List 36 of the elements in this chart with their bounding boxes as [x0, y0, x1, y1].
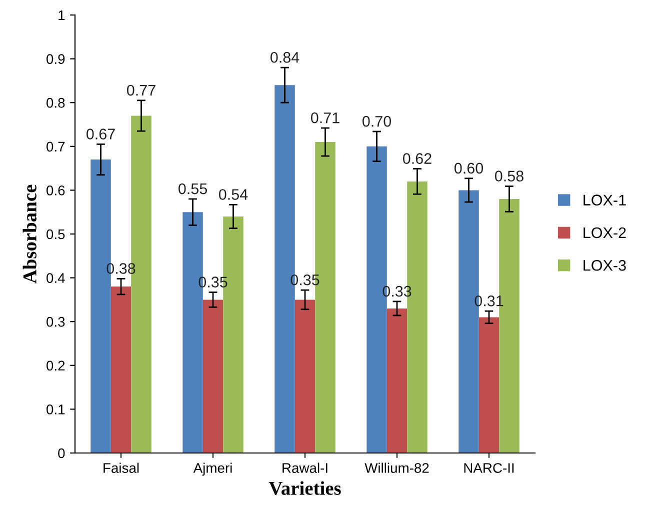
data-label: 0.67: [86, 128, 115, 140]
x-tick-label: NARC-II: [464, 463, 514, 473]
y-tick-label: 0.3: [46, 316, 65, 327]
y-tick-label: 0.6: [46, 186, 65, 196]
legend-label: LOX-2: [584, 227, 626, 238]
data-label: 0.58: [494, 170, 524, 182]
data-label: 0.77: [126, 84, 156, 96]
data-label: 0.62: [402, 153, 432, 164]
data-label: 0.55: [178, 183, 207, 194]
x-tick-label: Faisal: [104, 462, 139, 473]
x-tick-label: Rawal-I: [282, 462, 328, 473]
bar: [202, 300, 224, 453]
bar: [294, 300, 316, 453]
legend-label: LOX-1: [584, 194, 626, 206]
y-tick-label: 0.2: [46, 360, 65, 371]
y-axis-title: Absorbance: [22, 184, 36, 284]
bar: [478, 317, 500, 453]
y-tick-label: 0.1: [46, 404, 65, 414]
data-label: 0.60: [454, 162, 484, 174]
data-label: 0.54: [218, 189, 248, 200]
y-tick-label: 0.4: [46, 273, 65, 283]
y-tick-label: 0.9: [46, 54, 65, 64]
y-tick-label: 0.7: [46, 142, 65, 152]
y-tick-label: 0.5: [46, 229, 65, 240]
x-tick-label: Willium-82: [364, 462, 429, 473]
legend-label: LOX-3: [584, 260, 626, 271]
bar: [110, 286, 132, 453]
y-tick-label: 0.8: [46, 98, 65, 108]
y-tick-label: 0: [58, 448, 65, 458]
x-tick-label: Ajmeri: [193, 462, 232, 476]
data-label: 0.70: [362, 116, 392, 127]
data-label: 0.84: [270, 52, 300, 63]
y-tick-label: 1: [58, 10, 65, 20]
bar: [386, 308, 408, 453]
data-label: 0.71: [310, 112, 340, 124]
x-axis-title: Varieties: [268, 481, 341, 496]
